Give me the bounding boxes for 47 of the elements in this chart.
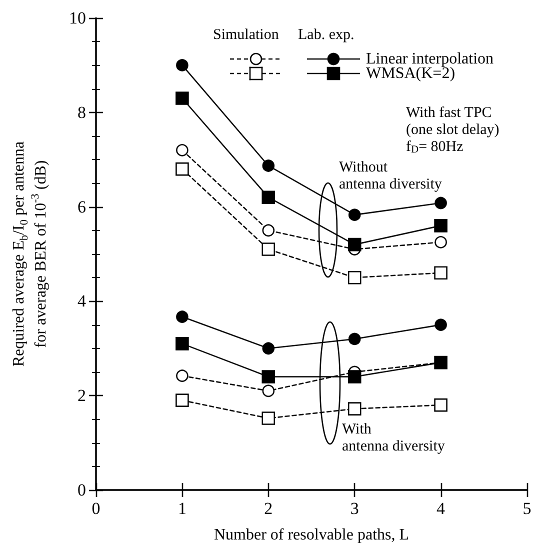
y-tick-label: 6 <box>78 197 86 216</box>
annotation: Simulation <box>213 27 280 43</box>
point <box>262 412 276 425</box>
annotation: With fast TPC (one slot delay) fD= 80Hz <box>406 105 500 156</box>
point <box>434 318 447 331</box>
point <box>348 332 361 346</box>
point <box>348 370 362 384</box>
point <box>176 310 188 323</box>
y-tick-label: 2 <box>78 386 86 406</box>
point <box>348 208 361 221</box>
y-tick-label: 4 <box>78 292 86 311</box>
point <box>262 160 275 172</box>
x-tick-label: 3 <box>350 499 359 518</box>
point <box>262 384 275 398</box>
y-tick-label: 0 <box>78 480 86 500</box>
x-tick-label: 0 <box>92 499 100 518</box>
point <box>176 394 189 407</box>
point <box>176 370 188 382</box>
point <box>262 224 275 237</box>
point <box>262 242 276 256</box>
x-axis-title: Number of resolvable paths, L <box>214 526 410 544</box>
point <box>434 266 448 280</box>
x-tick-label: 5 <box>522 499 532 518</box>
point <box>262 342 275 355</box>
point <box>434 196 447 210</box>
x-tick-label: 4 <box>436 499 446 518</box>
point <box>434 219 448 232</box>
point <box>434 236 447 248</box>
point <box>348 402 362 416</box>
point <box>176 144 188 156</box>
annotation: Without antenna diversity <box>339 160 442 192</box>
legend-label: Linear interpolation <box>366 50 494 68</box>
point <box>348 238 362 252</box>
point <box>176 162 189 176</box>
point <box>348 270 362 284</box>
y-tick-label: 10 <box>69 8 86 28</box>
annotation: With antenna diversity <box>342 422 446 454</box>
point <box>434 398 448 412</box>
point <box>176 337 189 350</box>
point <box>262 190 276 204</box>
point <box>176 92 189 105</box>
y-tick-label: 8 <box>78 102 86 122</box>
annotation: Lab. exp. <box>298 27 354 43</box>
point <box>176 59 188 72</box>
point <box>262 370 276 384</box>
x-tick-label: 1 <box>178 499 186 518</box>
x-tick-label: 2 <box>264 499 273 518</box>
